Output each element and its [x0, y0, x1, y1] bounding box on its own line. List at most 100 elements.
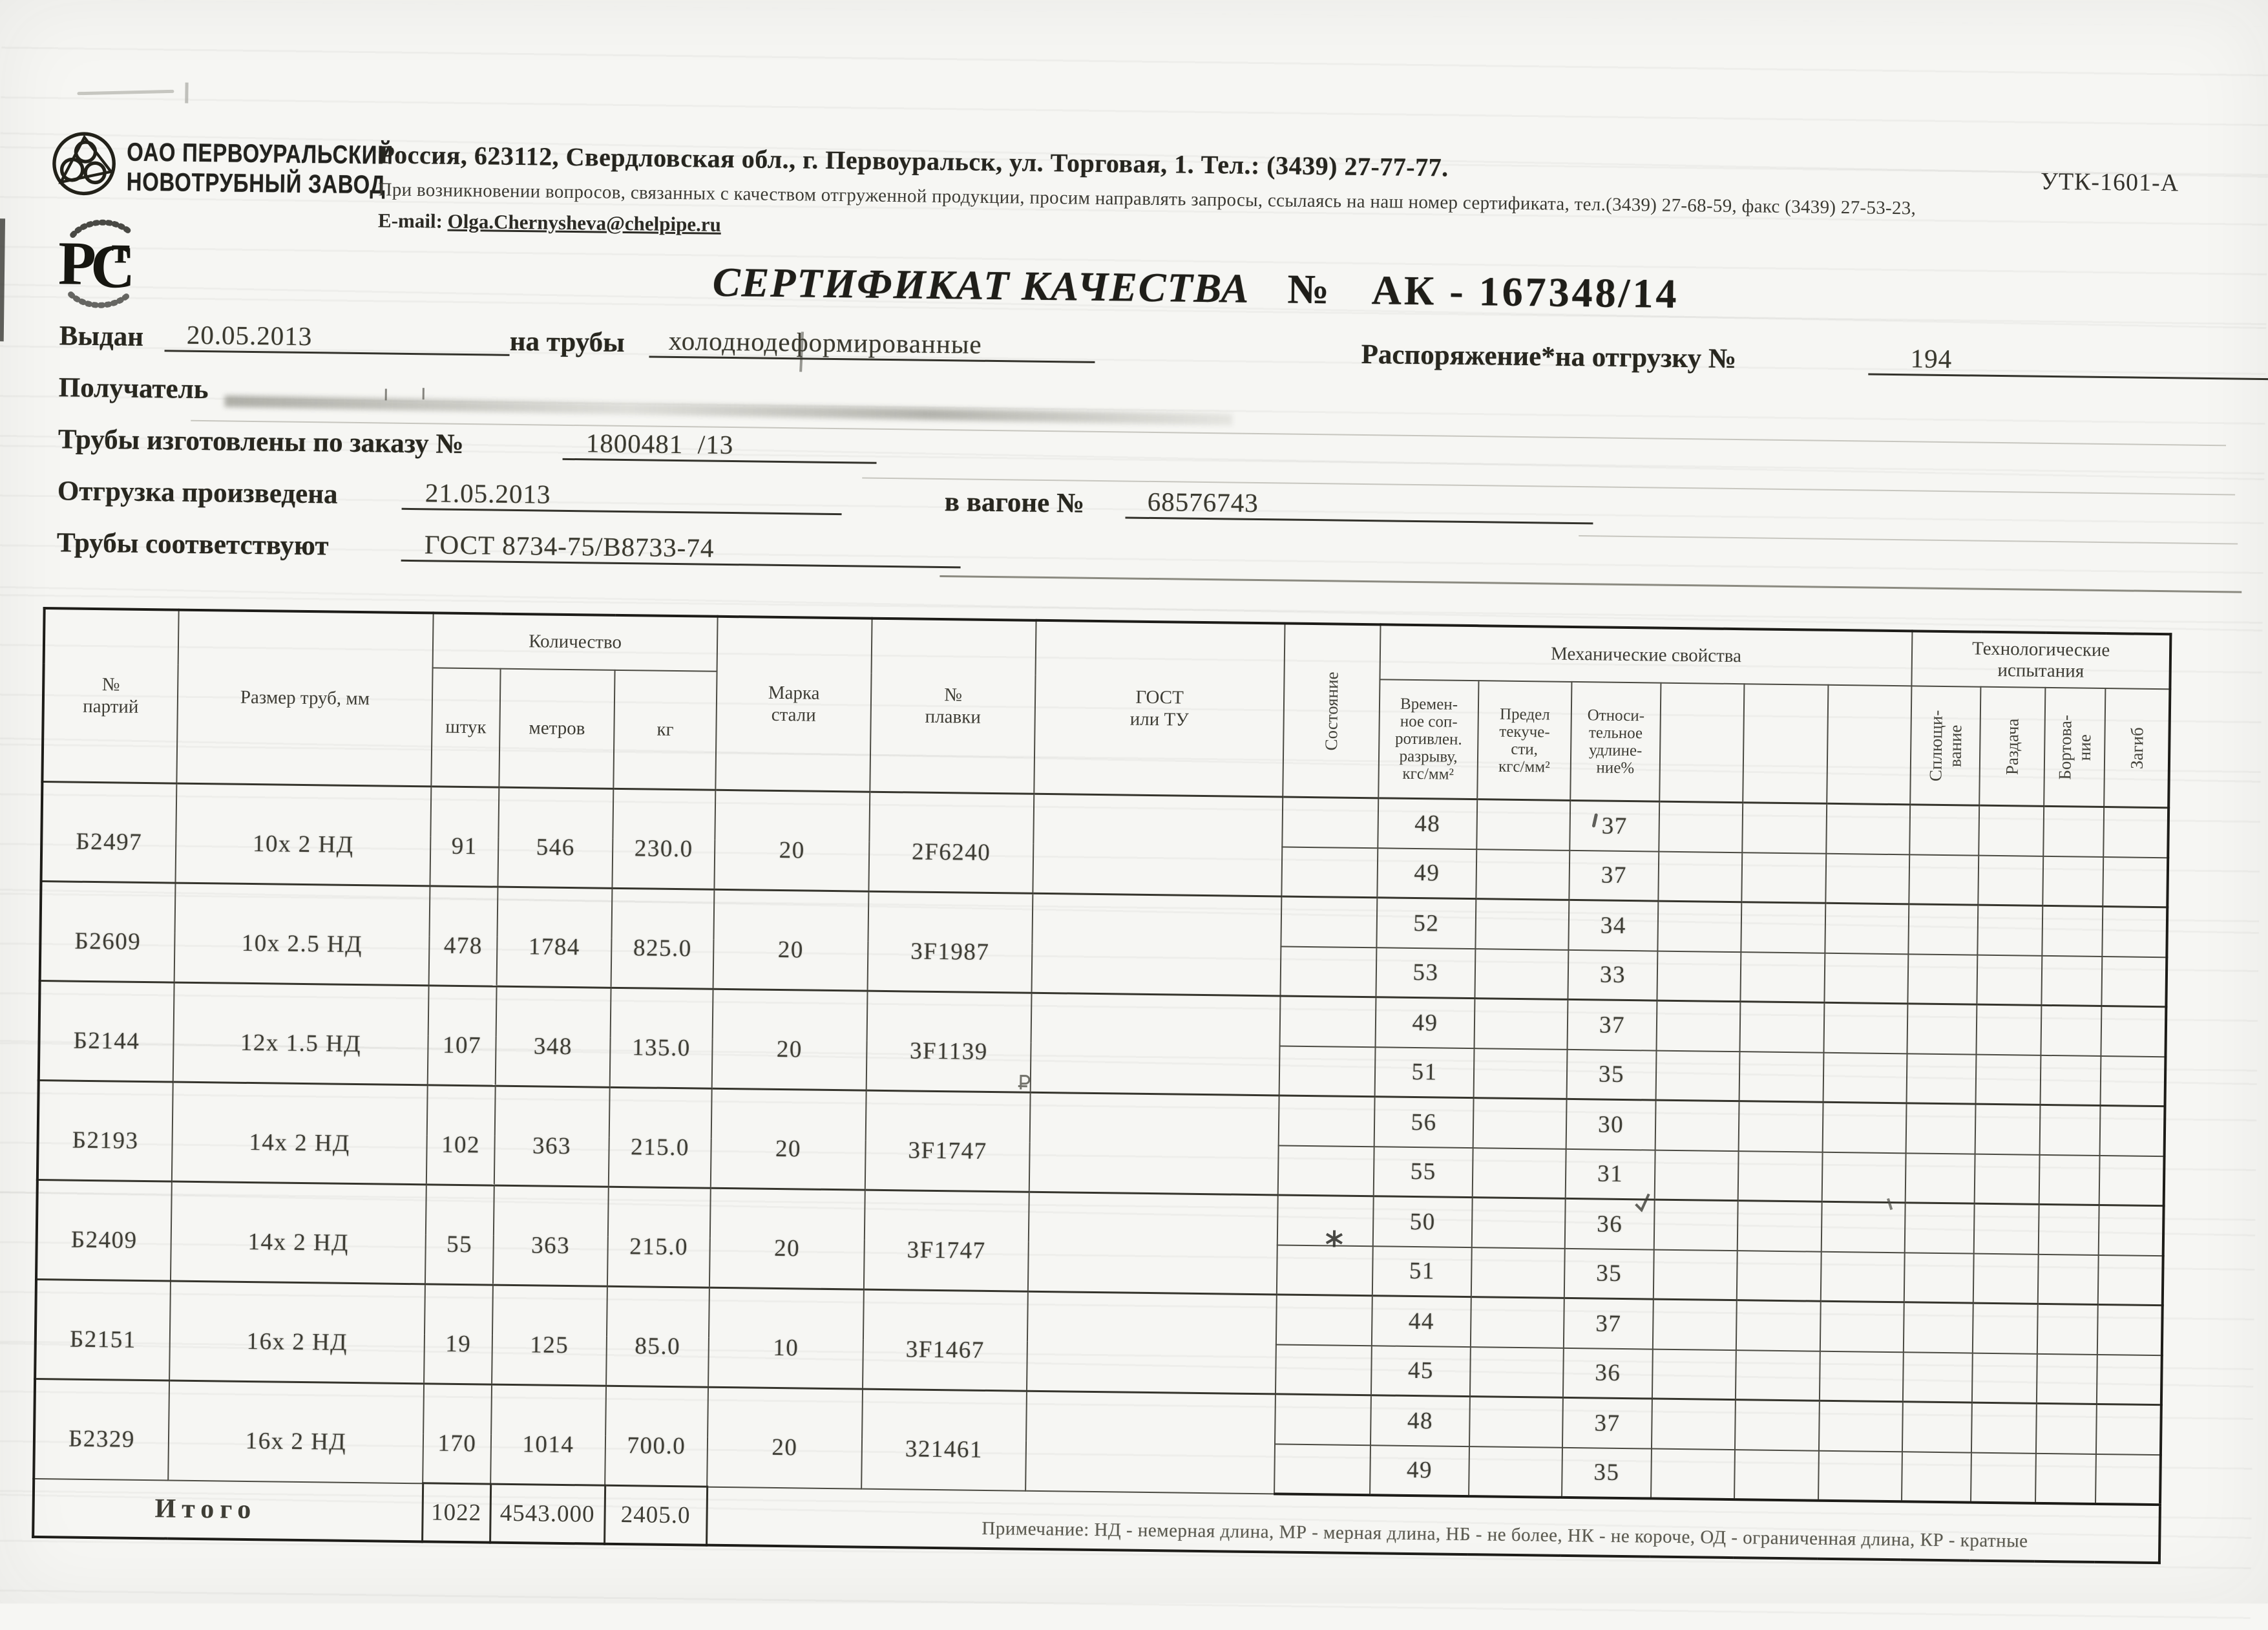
empty-cell	[1657, 901, 1741, 952]
cell-expansion	[1971, 1452, 2036, 1503]
cell-pieces: 170	[423, 1384, 492, 1484]
cell-flattening	[1902, 1452, 1971, 1502]
col-header-expansion: Раздача	[1979, 687, 2045, 807]
empty-cell	[1820, 1301, 1904, 1352]
field-issued-value: 20.05.2013	[165, 319, 510, 356]
cell-pieces: 102	[426, 1085, 496, 1185]
empty-cell	[1826, 803, 1910, 854]
cell-state	[1281, 847, 1378, 898]
empty-header-cell	[1659, 683, 1744, 803]
cell-flattening	[1907, 954, 1977, 1004]
cell-flanging	[2042, 905, 2103, 956]
empty-cell	[1655, 1100, 1739, 1151]
col-header-flattening: Сплющи- вание	[1910, 686, 1980, 805]
cell-flattening	[1906, 1153, 1975, 1203]
empty-cell	[1818, 1450, 1902, 1501]
empty-cell	[1742, 803, 1827, 854]
cell-steel: 20	[712, 989, 868, 1090]
col-header-tensile: Времен- ное соп- ротивлен. разрыву, кгс/…	[1378, 679, 1478, 799]
cell-flanging	[2041, 955, 2102, 1006]
empty-cell	[1823, 1052, 1907, 1103]
cell-yield	[1472, 1198, 1566, 1249]
cell-bend	[2096, 1404, 2161, 1454]
cell-meters: 363	[494, 1086, 610, 1187]
cell-yield	[1471, 1247, 1565, 1298]
cell-elongation: 37	[1562, 1397, 1652, 1448]
cell-flattening	[1909, 854, 1979, 905]
cell-steel: 20	[707, 1387, 863, 1488]
cell-bend	[2097, 1304, 2163, 1355]
cell-state	[1281, 946, 1377, 997]
empty-cell	[1658, 851, 1742, 902]
company-email-line: E-mail: Olga.Chernysheva@chelpipe.ru	[378, 209, 721, 236]
cell-flanging	[2037, 1304, 2098, 1354]
cell-bend	[2097, 1354, 2162, 1404]
cell-heat: 3F1747	[864, 1190, 1029, 1291]
cell-state	[1275, 1394, 1371, 1445]
cell-tensile: 52	[1376, 898, 1476, 949]
empty-cell	[1659, 801, 1743, 852]
scan-artifact	[77, 90, 174, 95]
cell-tensile: 56	[1374, 1097, 1474, 1148]
col-header-flanging-label: Бортова- ние	[2055, 693, 2095, 801]
empty-cell	[1655, 1150, 1739, 1201]
cell-yield	[1474, 1048, 1568, 1099]
empty-cell	[1736, 1300, 1821, 1351]
cell-tensile: 51	[1375, 1047, 1475, 1098]
col-header-bend: Загиб	[2104, 688, 2170, 808]
field-dispatch-value: 194	[1868, 343, 2268, 381]
cell-bend	[2099, 1205, 2164, 1255]
cell-yield	[1475, 899, 1569, 950]
form-ruleline	[1579, 535, 2238, 544]
svg-text:т: т	[111, 229, 130, 271]
cell-flattening	[1905, 1203, 1975, 1253]
cell-elongation: 33	[1568, 949, 1657, 1000]
col-header-size: Размер труб, мм	[176, 610, 433, 787]
empty-cell	[1825, 853, 1909, 904]
empty-header-cell	[1827, 685, 1911, 805]
empty-cell	[1822, 1201, 1906, 1253]
col-header-pieces: штук	[431, 668, 500, 787]
cell-yield	[1473, 1098, 1567, 1149]
scan-artifact	[423, 388, 425, 399]
col-header-kg: кг	[613, 670, 717, 790]
cell-bend	[2101, 957, 2167, 1007]
certificate-title: СЕРТИФИКАТ КАЧЕСТВА № АК - 167348/14	[712, 259, 1679, 318]
cell-yield	[1471, 1297, 1564, 1348]
cell-tensile: 49	[1376, 997, 1475, 1048]
field-receiver-label: Получатель	[59, 372, 209, 405]
cell-elongation: 37	[1568, 999, 1657, 1050]
field-conform-label: Трубы соответствуют	[57, 527, 329, 562]
cell-steel: 10	[708, 1287, 864, 1389]
certificate-title-text: СЕРТИФИКАТ КАЧЕСТВА	[712, 259, 1250, 312]
cell-tensile: 51	[1372, 1246, 1472, 1297]
form-code: УТК-1601-А	[2041, 167, 2179, 198]
cell-flanging	[2039, 1204, 2099, 1254]
cell-pieces: 55	[425, 1185, 494, 1285]
field-shipped-label: Отгрузка произведена	[58, 475, 338, 510]
cell-expansion	[1977, 1004, 2042, 1055]
cell-elongation: 37	[1569, 850, 1659, 901]
cell-state	[1274, 1444, 1370, 1495]
cell-party: Б2144	[39, 981, 174, 1083]
cell-flattening	[1909, 805, 1979, 855]
empty-cell	[1821, 1251, 1905, 1302]
totals-meters: 4543.000	[490, 1484, 605, 1543]
cell-flattening	[1907, 1004, 1977, 1054]
cell-flattening	[1904, 1253, 1974, 1303]
empty-cell	[1819, 1401, 1903, 1452]
empty-cell	[1736, 1350, 1820, 1401]
col-header-state-label: Состояние	[1321, 633, 1342, 789]
cell-yield	[1476, 799, 1570, 851]
col-header-elongation: Относи- тельное удлине- ние%	[1570, 682, 1661, 801]
cell-flanging	[2042, 856, 2103, 906]
col-header-technological: Технологические испытания	[1911, 631, 2170, 689]
totals-label: Итого	[33, 1478, 423, 1541]
cell-expansion	[1975, 1154, 2040, 1204]
col-header-state: Состояние	[1283, 624, 1380, 798]
scan-artifact	[385, 388, 387, 400]
company-name-line2: НОВОТРУБНЫЙ ЗАВОД	[126, 167, 393, 200]
cell-bend	[2099, 1155, 2165, 1205]
field-wagon-value: 68576743	[1125, 485, 1593, 524]
